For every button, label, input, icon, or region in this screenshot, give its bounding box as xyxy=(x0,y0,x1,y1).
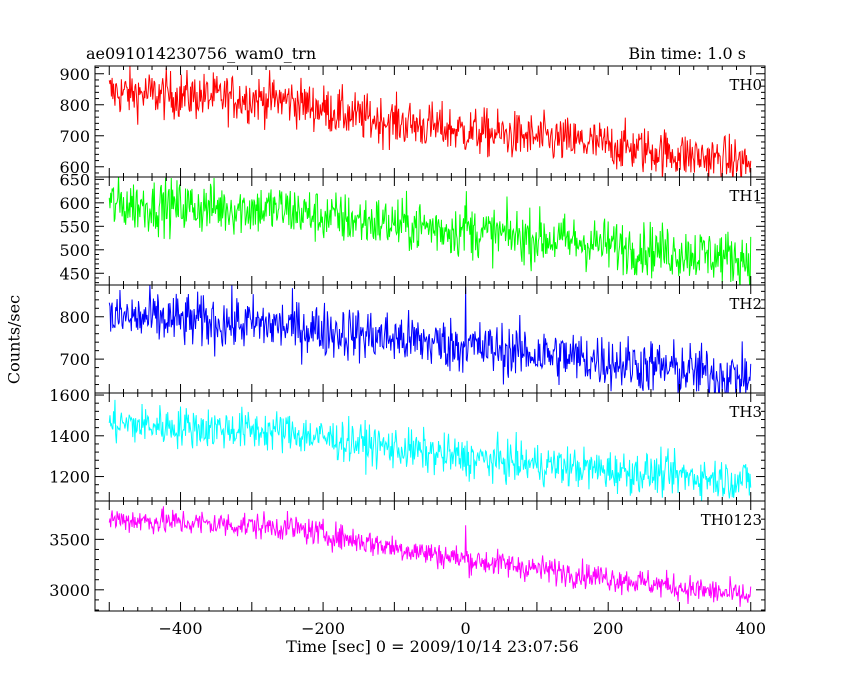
bin-time-label: Bin time: 1.0 s xyxy=(628,44,746,63)
y-tick-label: 600 xyxy=(59,194,90,213)
y-tick-label: 700 xyxy=(59,127,90,146)
y-tick-label: 600 xyxy=(59,158,90,177)
y-tick-label: 3500 xyxy=(49,530,90,549)
y-tick-label: 500 xyxy=(59,241,90,260)
x-axis-label: Time [sec] 0 = 2009/10/14 23:07:56 xyxy=(286,637,579,656)
panel-label: TH1 xyxy=(729,187,762,205)
y-tick-label: 700 xyxy=(59,350,90,369)
y-tick-label: 1400 xyxy=(49,427,90,446)
panel-th0123: 3000 3500 TH0123 xyxy=(49,500,766,612)
panel-label: TH2 xyxy=(729,295,762,313)
series-line-th3 xyxy=(108,399,752,501)
y-axis-label: Counts/sec xyxy=(4,294,24,385)
x-tick-label: 0 xyxy=(461,619,471,638)
series-line-th0 xyxy=(108,66,752,177)
y-tick-label: 1600 xyxy=(49,386,90,405)
panel-th0: 600 700 800 900 TH0 xyxy=(59,65,766,178)
panel-label: TH0123 xyxy=(701,511,762,529)
y-tick-label: 550 xyxy=(59,217,90,236)
series-line-th1 xyxy=(108,177,752,285)
x-tick-label: −400 xyxy=(159,619,203,638)
panel-frame xyxy=(94,500,766,612)
panel-th1: 450 500 550 600 650 TH1 xyxy=(59,170,766,286)
chart-title: ae091014230756_wam0_trn xyxy=(86,44,317,63)
panel-th3: 1200 1400 1600 TH3 xyxy=(49,386,766,502)
y-tick-label: 450 xyxy=(59,264,90,283)
x-tick-label: 200 xyxy=(593,619,624,638)
y-tick-label: 650 xyxy=(59,170,90,189)
series-line-th0123 xyxy=(108,506,752,607)
x-tick-label: 400 xyxy=(735,619,766,638)
y-tick-label: 900 xyxy=(59,65,90,84)
y-tick-label: 3000 xyxy=(49,581,90,600)
y-tick-label: 800 xyxy=(59,96,90,115)
y-tick-label: 800 xyxy=(59,308,90,327)
x-tick-label: −200 xyxy=(301,619,345,638)
panel-frame xyxy=(94,176,766,286)
series-line-th2 xyxy=(108,285,752,393)
panel-label: TH0 xyxy=(729,76,762,94)
panel-th2: 700 800 TH2 xyxy=(59,284,766,394)
y-tick-label: 1200 xyxy=(49,468,90,487)
panel-label: TH3 xyxy=(729,403,762,421)
